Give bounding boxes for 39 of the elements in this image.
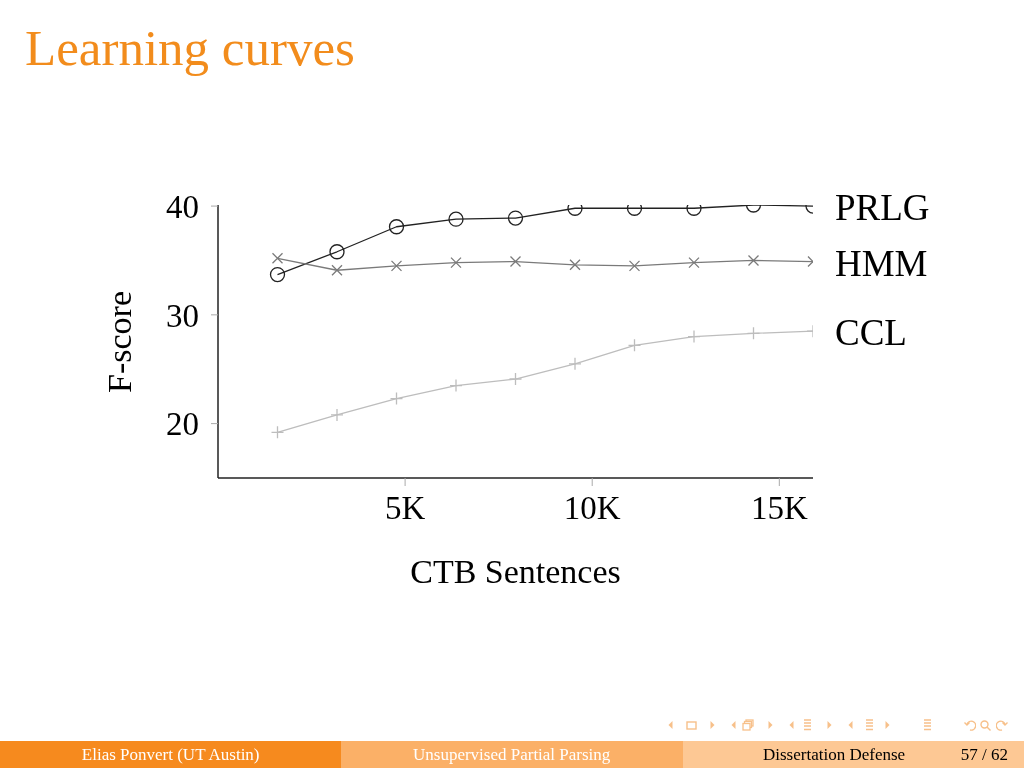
x-tick-label: 15K bbox=[750, 490, 808, 527]
x-axis-title: CTB Sentences bbox=[410, 552, 621, 592]
point bbox=[388, 219, 405, 235]
point bbox=[390, 260, 403, 272]
text: Dissertation Defense bbox=[763, 744, 906, 765]
point bbox=[568, 357, 582, 371]
point bbox=[448, 211, 464, 227]
point bbox=[509, 255, 522, 268]
text: Elias Ponvert (UT Austin) bbox=[81, 744, 260, 765]
point bbox=[569, 259, 581, 271]
series-label: HMM bbox=[835, 242, 928, 284]
point bbox=[270, 425, 285, 439]
x-tick-label: 10K bbox=[563, 490, 621, 527]
point bbox=[628, 260, 641, 272]
point bbox=[329, 244, 345, 260]
point bbox=[271, 252, 284, 264]
point bbox=[507, 210, 524, 226]
series-label: PRLG bbox=[835, 187, 930, 229]
y-tick-label: 20 bbox=[166, 406, 199, 443]
point bbox=[688, 257, 700, 269]
y-axis-title: F-score bbox=[100, 290, 139, 393]
point bbox=[269, 266, 286, 283]
point bbox=[449, 378, 463, 393]
series-label: CCL bbox=[835, 312, 907, 354]
x-tick-label: 5K bbox=[384, 490, 426, 527]
point bbox=[746, 326, 761, 340]
chart-title: Learning curves bbox=[25, 19, 355, 78]
text: 57 / 62 bbox=[960, 744, 1008, 765]
text: Unsupervised Partial Parsing bbox=[412, 744, 611, 765]
point bbox=[508, 372, 523, 386]
point bbox=[747, 254, 760, 267]
point bbox=[627, 338, 642, 352]
y-tick-label: 30 bbox=[166, 297, 199, 334]
y-tick-label: 40 bbox=[166, 188, 199, 225]
point bbox=[389, 391, 404, 406]
point bbox=[450, 257, 462, 269]
point bbox=[331, 264, 343, 276]
point bbox=[330, 408, 344, 422]
point bbox=[687, 329, 701, 344]
